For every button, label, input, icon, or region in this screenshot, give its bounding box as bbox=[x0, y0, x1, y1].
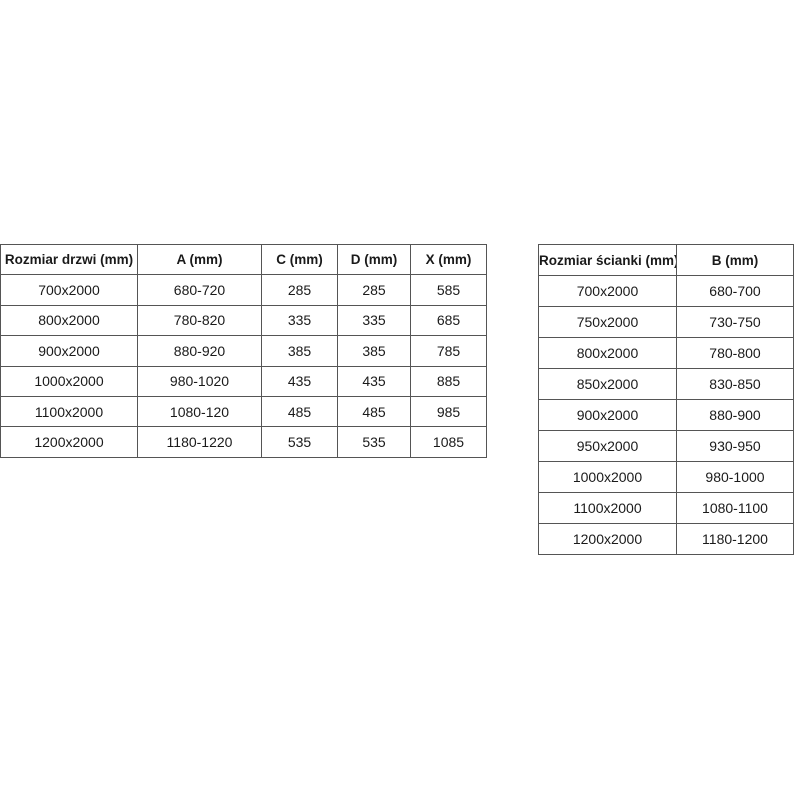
wall-sizes-table: Rozmiar ścianki (mm) B (mm) 700x2000 680-7… bbox=[538, 244, 794, 555]
walls-row: 950x2000 930-950 bbox=[538, 430, 794, 462]
doors-cell: 885 bbox=[410, 365, 487, 397]
doors-cell: 1085 bbox=[410, 426, 487, 458]
walls-row: 1200x2000 1180-1200 bbox=[538, 523, 794, 555]
doors-cell: 980-1020 bbox=[137, 365, 262, 397]
doors-header-cell: C (mm) bbox=[261, 243, 338, 276]
walls-cell: 730-750 bbox=[676, 306, 794, 338]
door-sizes-table-head: Rozmiar drzwi (mm) A (mm) C (mm) D (mm) X (m… bbox=[0, 243, 487, 276]
doors-cell: 435 bbox=[261, 365, 338, 397]
doors-cell: 485 bbox=[337, 395, 411, 428]
doors-cell: 1180-1220 bbox=[137, 426, 262, 458]
walls-cell: 680-700 bbox=[676, 275, 794, 307]
walls-cell: 700x2000 bbox=[538, 275, 677, 307]
walls-cell: 980-1000 bbox=[676, 461, 794, 493]
wall-sizes-table-head: Rozmiar ścianki (mm) B (mm) bbox=[538, 244, 794, 276]
door-sizes-table: Rozmiar drzwi (mm) A (mm) C (mm) D (mm) X (m… bbox=[0, 243, 487, 458]
doors-cell: 1100x2000 bbox=[0, 395, 138, 428]
doors-cell: 485 bbox=[261, 395, 338, 428]
doors-cell: 780-820 bbox=[137, 304, 262, 337]
walls-header-row: Rozmiar ścianki (mm) B (mm) bbox=[538, 244, 794, 276]
walls-cell: 1200x2000 bbox=[538, 523, 677, 555]
doors-cell: 385 bbox=[337, 335, 411, 367]
doors-header-cell: Rozmiar drzwi (mm) bbox=[0, 243, 138, 276]
doors-cell: 435 bbox=[337, 365, 411, 397]
doors-cell: 685 bbox=[410, 304, 487, 337]
walls-row: 750x2000 730-750 bbox=[538, 306, 794, 338]
walls-header-cell: Rozmiar ścianki (mm) bbox=[538, 244, 677, 276]
doors-cell: 285 bbox=[337, 274, 411, 306]
walls-cell: 930-950 bbox=[676, 430, 794, 462]
doors-cell: 385 bbox=[261, 335, 338, 367]
walls-cell: 1180-1200 bbox=[676, 523, 794, 555]
doors-header-row: Rozmiar drzwi (mm) A (mm) C (mm) D (mm) X (m… bbox=[0, 243, 487, 276]
walls-cell: 1100x2000 bbox=[538, 492, 677, 524]
doors-cell: 335 bbox=[337, 304, 411, 337]
doors-row: 800x2000 780-820 335 335 685 bbox=[0, 304, 487, 337]
walls-cell: 800x2000 bbox=[538, 337, 677, 369]
doors-cell: 535 bbox=[261, 426, 338, 458]
walls-header-cell: B (mm) bbox=[676, 244, 794, 276]
walls-cell: 1000x2000 bbox=[538, 461, 677, 493]
doors-row: 1200x2000 1180-1220 535 535 1085 bbox=[0, 426, 487, 458]
walls-cell: 900x2000 bbox=[538, 399, 677, 431]
walls-row: 850x2000 830-850 bbox=[538, 368, 794, 400]
doors-cell: 1200x2000 bbox=[0, 426, 138, 458]
doors-row: 900x2000 880-920 385 385 785 bbox=[0, 335, 487, 367]
walls-row: 800x2000 780-800 bbox=[538, 337, 794, 369]
walls-row: 900x2000 880-900 bbox=[538, 399, 794, 431]
doors-cell: 900x2000 bbox=[0, 335, 138, 367]
door-sizes-table-body: 700x2000 680-720 285 285 585 800x2000 780-820 3… bbox=[0, 274, 487, 458]
walls-row: 700x2000 680-700 bbox=[538, 275, 794, 307]
doors-cell: 1000x2000 bbox=[0, 365, 138, 397]
doors-cell: 880-920 bbox=[137, 335, 262, 367]
walls-cell: 750x2000 bbox=[538, 306, 677, 338]
doors-header-cell: D (mm) bbox=[337, 243, 411, 276]
doors-cell: 535 bbox=[337, 426, 411, 458]
doors-cell: 700x2000 bbox=[0, 274, 138, 306]
doors-cell: 985 bbox=[410, 395, 487, 428]
doors-cell: 680-720 bbox=[137, 274, 262, 306]
doors-cell: 335 bbox=[261, 304, 338, 337]
doors-header-cell: X (mm) bbox=[410, 243, 487, 276]
doors-header-cell: A (mm) bbox=[137, 243, 262, 276]
walls-row: 1100x2000 1080-1100 bbox=[538, 492, 794, 524]
doors-cell: 1080-120 bbox=[137, 395, 262, 428]
doors-cell: 785 bbox=[410, 335, 487, 367]
doors-row: 700x2000 680-720 285 285 585 bbox=[0, 274, 487, 306]
walls-cell: 880-900 bbox=[676, 399, 794, 431]
walls-row: 1000x2000 980-1000 bbox=[538, 461, 794, 493]
walls-cell: 1080-1100 bbox=[676, 492, 794, 524]
wall-sizes-table-body: 700x2000 680-700 750x2000 730-750 800x2000 78… bbox=[538, 275, 794, 555]
doors-cell: 800x2000 bbox=[0, 304, 138, 337]
doors-cell: 585 bbox=[410, 274, 487, 306]
walls-cell: 780-800 bbox=[676, 337, 794, 369]
doors-row: 1000x2000 980-1020 435 435 885 bbox=[0, 365, 487, 397]
doors-cell: 285 bbox=[261, 274, 338, 306]
walls-cell: 850x2000 bbox=[538, 368, 677, 400]
doors-row: 1100x2000 1080-120 485 485 985 bbox=[0, 395, 487, 428]
walls-cell: 950x2000 bbox=[538, 430, 677, 462]
walls-cell: 830-850 bbox=[676, 368, 794, 400]
